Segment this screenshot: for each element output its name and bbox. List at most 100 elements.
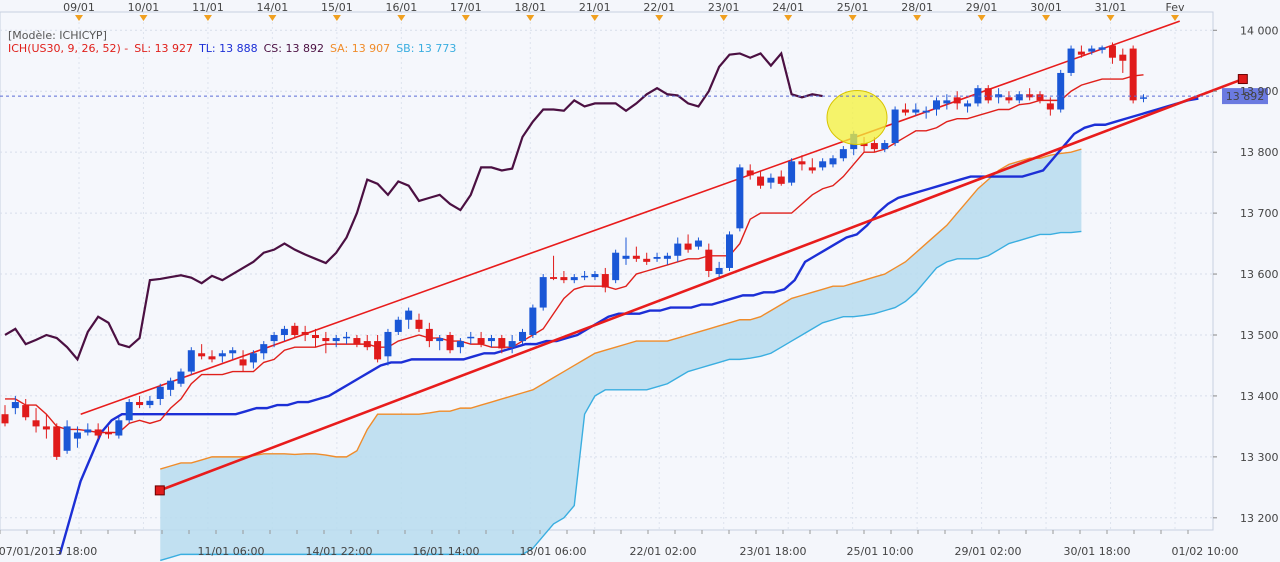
candle-body	[1057, 72, 1065, 110]
candle-body	[550, 277, 558, 279]
day-marker-triangle	[139, 15, 148, 21]
candle-body	[715, 267, 723, 275]
candle-body	[984, 88, 992, 101]
candle-body	[860, 143, 868, 147]
candle-body	[73, 432, 81, 439]
candle-body	[684, 243, 692, 250]
candlesticks	[1, 42, 1147, 460]
legend-tl: TL: 13 888	[198, 42, 258, 55]
bottom-date-label: 07/01/2013 18:00	[0, 545, 97, 558]
legend-ich: ICH(US30, 9, 26, 52) -	[8, 42, 128, 55]
bottom-date-label: 29/01 02:00	[955, 545, 1022, 558]
y-tick-label: 13 300	[1240, 451, 1279, 464]
indicator-lines	[4, 51, 1199, 555]
candle-body	[22, 405, 30, 418]
candle-body	[125, 402, 133, 421]
candle-body	[270, 334, 278, 342]
candle-body	[136, 402, 144, 406]
candle-body	[208, 356, 216, 360]
candle-body	[1098, 47, 1106, 50]
candle-body	[519, 331, 526, 342]
candle-body	[819, 161, 827, 168]
candle-body	[177, 371, 185, 384]
bottom-date-label: 23/01 18:00	[740, 545, 807, 558]
candle-body	[11, 402, 19, 409]
senkou-span-a-line	[160, 148, 1082, 470]
candle-body	[146, 400, 154, 406]
candle-body	[767, 177, 775, 183]
candle-body	[291, 325, 299, 335]
candle-body	[570, 277, 578, 281]
candle-body	[332, 338, 340, 342]
candle-body	[757, 176, 765, 186]
candle-body	[425, 328, 433, 342]
chikou-span-line	[4, 51, 823, 362]
kumo-cloud	[160, 148, 1082, 562]
candle-body	[260, 344, 268, 354]
top-date-label: 29/01	[966, 1, 998, 14]
candle-body	[612, 252, 620, 281]
top-date-label: 28/01	[901, 1, 933, 14]
current-price-label: 13 892	[1226, 90, 1265, 103]
candle-body	[249, 353, 257, 363]
channel-lower-line	[159, 77, 1244, 492]
candle-body	[581, 275, 589, 278]
candle-body	[42, 426, 50, 430]
candle-body	[560, 277, 568, 281]
candle-body	[922, 110, 930, 113]
day-marker-triangle	[268, 15, 277, 21]
candle-body	[933, 100, 940, 110]
top-date-label: 16/01	[386, 1, 418, 14]
candle-body	[374, 341, 382, 360]
candle-body	[353, 338, 361, 345]
candle-body	[187, 350, 195, 372]
candle-body	[498, 338, 506, 349]
y-tick-label: 13 400	[1240, 390, 1279, 403]
candle-body	[726, 234, 733, 268]
day-marker-triangle	[655, 15, 664, 21]
candle-body	[312, 334, 319, 339]
day-marker-triangle	[590, 15, 599, 21]
candle-body	[1005, 97, 1013, 101]
senkou-span-b-line	[160, 230, 1082, 562]
candle-body	[446, 334, 454, 351]
candle-body	[643, 258, 651, 262]
top-date-label: 24/01	[772, 1, 804, 14]
candle-body	[1, 414, 9, 424]
candle-body	[1119, 54, 1127, 61]
day-marker-triangle	[526, 15, 535, 21]
candle-body	[1036, 94, 1044, 101]
candle-body	[384, 331, 392, 357]
day-marker-triangle	[784, 15, 793, 21]
bottom-date-label: 18/01 06:00	[520, 545, 587, 558]
day-marker-triangle	[397, 15, 406, 21]
y-tick-label: 13 800	[1240, 146, 1279, 159]
candle-body	[663, 255, 671, 259]
candle-body	[901, 109, 909, 113]
legend-sl: SL: 13 927	[134, 42, 193, 55]
top-date-label: Fev	[1165, 1, 1184, 14]
candle-body	[974, 88, 982, 104]
top-date-label: 11/01	[192, 1, 224, 14]
annotations: 13 892	[0, 88, 1268, 146]
candle-body	[1046, 103, 1054, 110]
top-date-label: 21/01	[579, 1, 611, 14]
day-marker-triangle	[848, 15, 857, 21]
candle-body	[839, 149, 847, 159]
candle-body	[1077, 51, 1085, 55]
candle-body	[808, 167, 816, 171]
candle-body	[32, 420, 40, 427]
legend: [Modèle: ICHICYP] ICH(US30, 9, 26, 52) -…	[8, 29, 456, 55]
candle-body	[736, 167, 744, 229]
candle-body	[943, 100, 951, 104]
y-tick-label: 13 900	[1240, 85, 1279, 98]
plot-area	[0, 11, 1214, 531]
channel-anchor-marker	[1237, 74, 1248, 85]
candle-body	[777, 176, 785, 184]
candle-body	[363, 341, 371, 348]
top-date-label: 23/01	[708, 1, 740, 14]
candle-body	[239, 359, 247, 366]
legend-cs: CS: 13 892	[264, 42, 324, 55]
